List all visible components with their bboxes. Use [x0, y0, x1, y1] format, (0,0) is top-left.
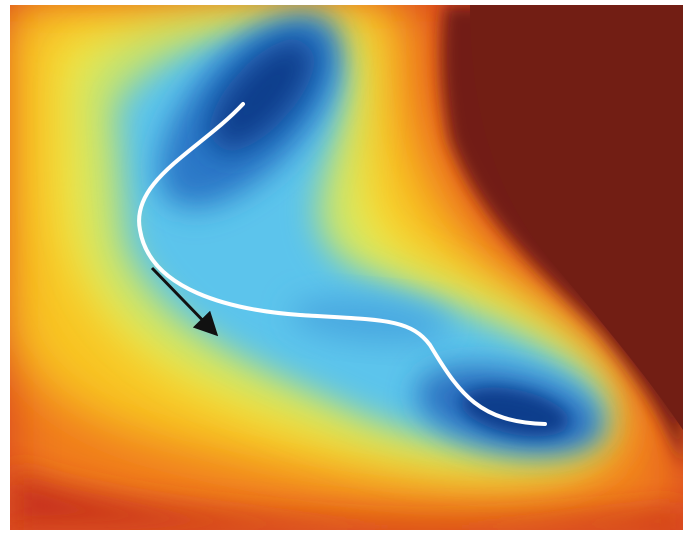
- landscape: [10, 0, 683, 530]
- page: [0, 0, 688, 537]
- energy-landscape: [0, 0, 688, 537]
